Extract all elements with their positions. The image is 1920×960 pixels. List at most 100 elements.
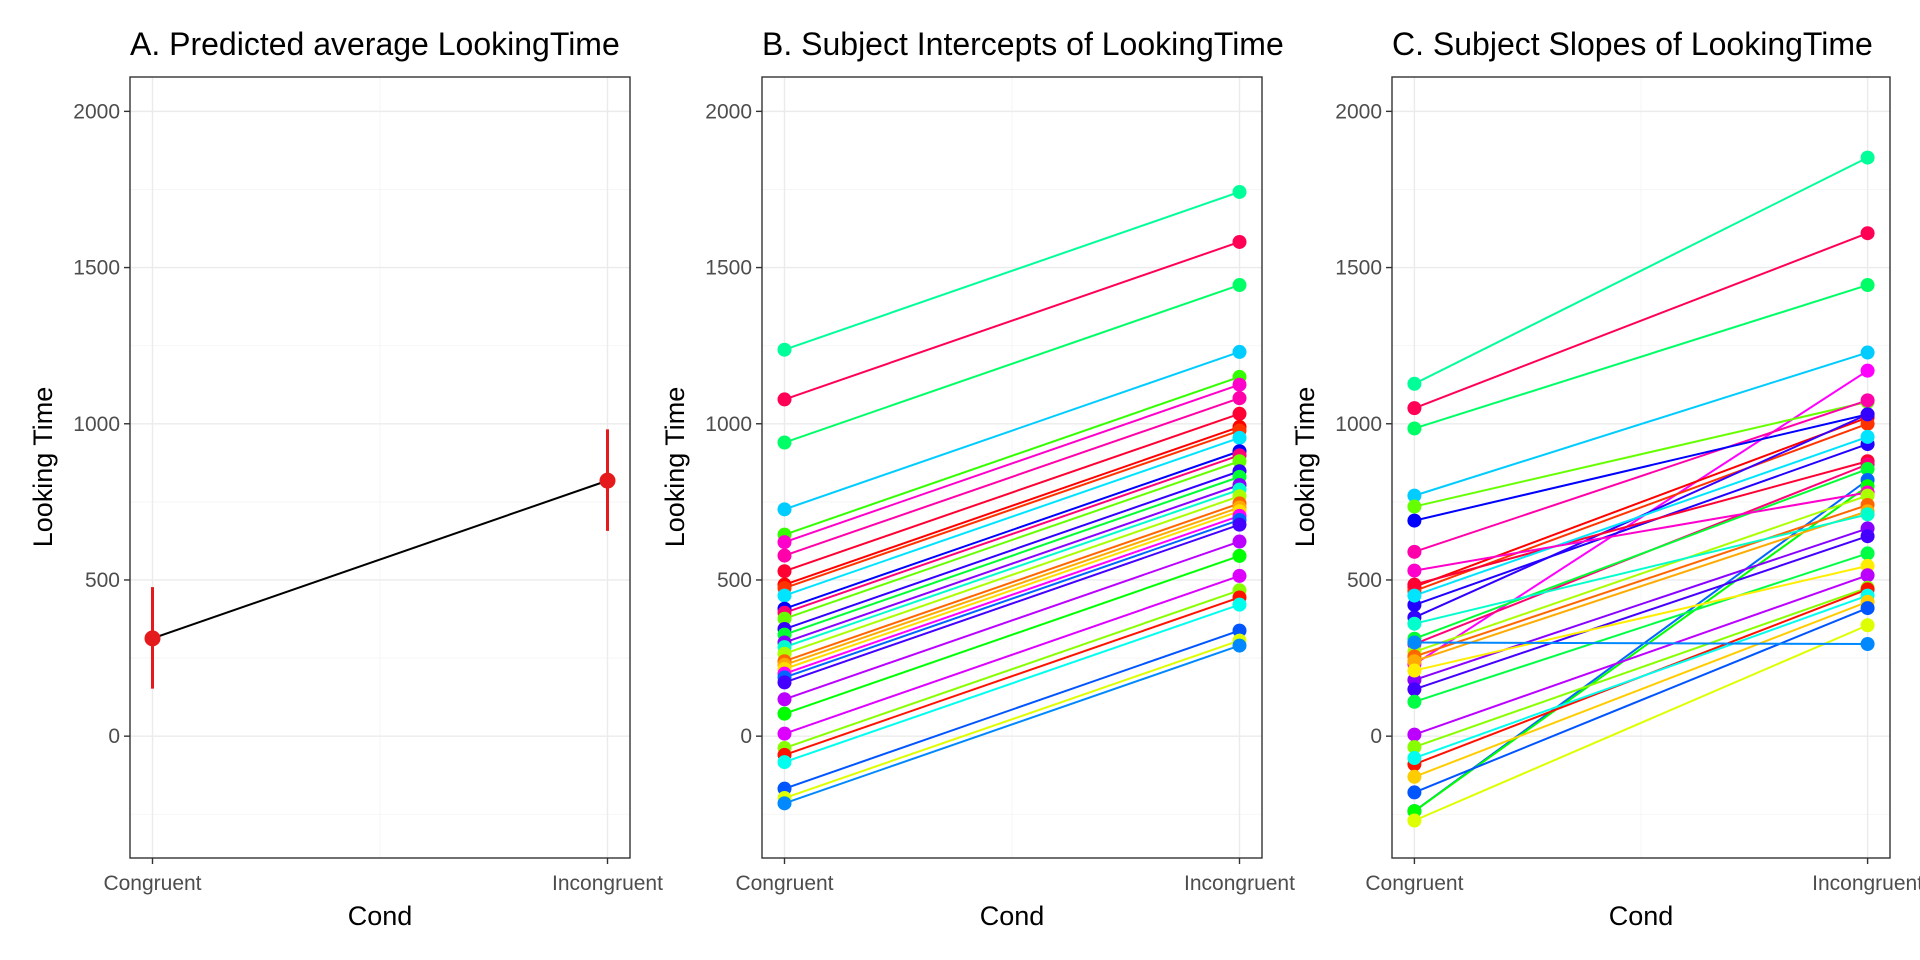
c-subject-line xyxy=(1414,232,1868,410)
c-y-tick-label: 2000 xyxy=(1335,100,1382,123)
c-subject-line xyxy=(1414,594,1868,759)
a-mean-line xyxy=(152,479,608,640)
c-subject-point xyxy=(1407,588,1422,603)
b-subject-line xyxy=(784,488,1240,649)
c-subject-line xyxy=(1414,413,1868,522)
b-subject-line xyxy=(784,589,1240,749)
b-subject-point xyxy=(1232,377,1247,392)
b-subject-point xyxy=(777,726,792,741)
b-subject-line xyxy=(784,375,1240,536)
c-subject-point xyxy=(1407,769,1422,784)
b-subject-line xyxy=(784,191,1240,351)
b-subject-line xyxy=(784,470,1240,630)
b-subject-point xyxy=(777,675,792,690)
b-subject-line xyxy=(784,350,1240,511)
c-y-tick-label: 1000 xyxy=(1335,413,1382,436)
c-subject-line xyxy=(1414,600,1868,778)
c-subject-point xyxy=(1407,740,1422,755)
c-subject-point xyxy=(1860,601,1875,616)
panel-c-title: C. Subject Slopes of LookingTime xyxy=(1392,26,1873,62)
a-y-tick-label: 500 xyxy=(85,569,120,592)
b-subject-line xyxy=(784,574,1240,735)
b-subject-point xyxy=(777,548,792,563)
b-subject-line xyxy=(784,639,1240,799)
c-subject-point xyxy=(1407,544,1422,559)
b-subject-line xyxy=(784,383,1240,544)
panel-a-border xyxy=(129,76,631,859)
b-subject-line xyxy=(784,506,1240,666)
c-subject-point xyxy=(1860,278,1875,293)
c-subject-point xyxy=(1407,513,1422,528)
panel-c-y-axis-title: Looking Time xyxy=(1290,387,1320,548)
panel-a-title: A. Predicted average LookingTime xyxy=(130,26,620,62)
panel-c: C. Subject Slopes of LookingTime 0 500 100… xyxy=(1290,26,1920,931)
b-subject-point xyxy=(1232,548,1247,563)
panel-a: A. Predicted average LookingTime 0 500 100… xyxy=(28,26,663,931)
panel-c-border xyxy=(1391,76,1891,859)
b-y-tick-label: 500 xyxy=(717,569,752,592)
b-subject-point xyxy=(777,392,792,407)
a-mean-point xyxy=(144,630,161,647)
b-y-tick-label: 1500 xyxy=(705,257,752,280)
c-subject-point xyxy=(1860,462,1875,477)
c-subject-line xyxy=(1414,552,1868,703)
c-subject-point xyxy=(1860,529,1875,544)
c-subject-point xyxy=(1860,226,1875,241)
panel-a-y-axis-title: Looking Time xyxy=(28,387,58,548)
c-subject-point xyxy=(1407,616,1422,631)
c-subject-point xyxy=(1407,751,1422,766)
c-subject-point xyxy=(1860,637,1875,652)
c-subject-point xyxy=(1407,663,1422,678)
b-y-tick-label: 2000 xyxy=(705,100,752,123)
b-subject-point xyxy=(777,706,792,721)
c-subject-point xyxy=(1407,563,1422,578)
b-subject-line xyxy=(784,519,1240,679)
c-subject-line xyxy=(1414,564,1868,672)
b-subject-point xyxy=(1232,623,1247,638)
b-subject-line xyxy=(784,495,1240,655)
a-mean-point xyxy=(599,472,616,489)
b-subject-line xyxy=(784,284,1240,444)
c-subject-point xyxy=(1407,813,1422,828)
c-subject-point xyxy=(1860,507,1875,522)
c-subject-line xyxy=(1414,399,1868,553)
b-subject-point xyxy=(1232,406,1247,421)
b-subject-point xyxy=(1232,391,1247,406)
c-subject-point xyxy=(1407,785,1422,800)
c-subject-line xyxy=(1414,491,1868,572)
b-subject-line xyxy=(784,523,1240,684)
b-subject-point xyxy=(777,564,792,579)
panel-a-x-ticks: Congruent Incongruent xyxy=(103,858,663,895)
a-x-tick-label: Congruent xyxy=(103,872,201,895)
b-subject-point xyxy=(1232,234,1247,249)
c-subject-line xyxy=(1414,400,1868,508)
b-subject-line xyxy=(784,510,1240,670)
b-subject-line xyxy=(784,450,1240,610)
b-subject-point xyxy=(1232,454,1247,469)
panel-b-x-axis-title: Cond xyxy=(980,901,1045,931)
c-subject-point xyxy=(1860,429,1875,444)
b-subject-line xyxy=(784,429,1240,590)
a-y-tick-label: 0 xyxy=(108,725,120,748)
panel-b-y-ticks: 0 500 1000 1500 2000 xyxy=(705,100,762,748)
b-subject-point xyxy=(1232,344,1247,359)
c-subject-line xyxy=(1414,284,1868,430)
b-subject-point xyxy=(777,535,792,550)
b-y-tick-label: 1000 xyxy=(705,413,752,436)
panel-b-y-axis-title: Looking Time xyxy=(660,387,690,548)
c-subject-point xyxy=(1860,363,1875,378)
b-subject-point xyxy=(1232,568,1247,583)
c-subject-point xyxy=(1860,345,1875,360)
b-subject-point xyxy=(777,755,792,770)
c-subject-line xyxy=(1414,443,1868,606)
c-subject-line xyxy=(1414,351,1868,497)
c-y-tick-label: 0 xyxy=(1370,725,1382,748)
b-subject-line xyxy=(784,644,1240,805)
c-subject-point xyxy=(1407,635,1422,650)
a-y-tick-label: 1000 xyxy=(73,413,120,436)
b-subject-line xyxy=(784,603,1240,764)
b-subject-point xyxy=(777,611,792,626)
panel-b-title: B. Subject Intercepts of LookingTime xyxy=(762,26,1284,62)
c-subject-point xyxy=(1860,546,1875,561)
